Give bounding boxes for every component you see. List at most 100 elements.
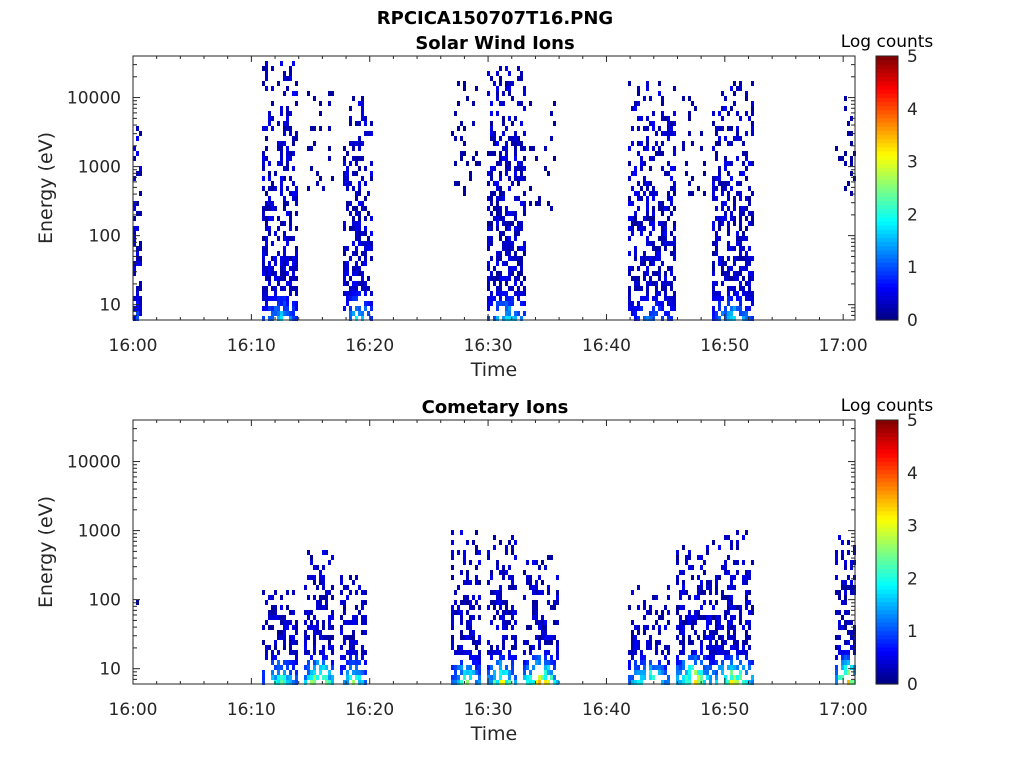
- heatmap-cell: [643, 161, 646, 166]
- heatmap-cell: [274, 256, 277, 261]
- heatmap-cell: [490, 196, 493, 201]
- heatmap-cell: [661, 306, 664, 311]
- heatmap-cell: [685, 555, 688, 560]
- heatmap-cell: [466, 620, 469, 625]
- heatmap-cell: [739, 620, 742, 625]
- heatmap-cell: [349, 635, 352, 640]
- heatmap-cell: [478, 550, 481, 555]
- panel-solar-wind-ions: Solar Wind Ions 16:00 16:10 16:20 16:30 16:4…: [35, 32, 933, 381]
- heatmap-cell: [712, 540, 715, 545]
- heatmap-cell: [664, 655, 667, 660]
- heatmap-cell: [679, 570, 682, 575]
- heatmap-cell: [523, 86, 526, 91]
- heatmap-cell: [454, 680, 457, 685]
- heatmap-cell: [739, 281, 742, 286]
- heatmap-cell: [529, 186, 532, 191]
- heatmap-cell: [700, 645, 703, 650]
- heatmap-cell: [721, 660, 724, 665]
- heatmap-cell: [646, 241, 649, 246]
- colorbar-segment: [876, 552, 898, 557]
- colorbar-segment: [876, 270, 898, 276]
- heatmap-cell: [466, 610, 469, 615]
- heatmap-cell: [265, 236, 268, 241]
- heatmap-cell: [547, 201, 550, 206]
- heatmap-cell: [139, 286, 142, 291]
- heatmap-cell: [343, 146, 346, 151]
- heatmap-cell: [838, 590, 841, 595]
- heatmap-cell: [280, 256, 283, 261]
- heatmap-cell: [316, 625, 319, 630]
- heatmap-cell: [487, 296, 490, 301]
- heatmap-cell: [493, 600, 496, 605]
- x-tick-label: 16:50: [700, 336, 749, 356]
- heatmap-cell: [265, 71, 268, 76]
- heatmap-cell: [307, 575, 310, 580]
- heatmap-cell: [550, 206, 553, 211]
- heatmap-cell: [850, 141, 853, 146]
- heatmap-cell: [712, 306, 715, 311]
- heatmap-cell: [319, 605, 322, 610]
- heatmap-cell: [469, 675, 472, 680]
- heatmap-cell: [670, 286, 673, 291]
- heatmap-cell: [295, 680, 298, 685]
- heatmap-cell: [139, 256, 142, 261]
- heatmap-cell: [514, 585, 517, 590]
- heatmap-cell: [844, 590, 847, 595]
- heatmap-cell: [346, 635, 349, 640]
- heatmap-cell: [283, 670, 286, 675]
- heatmap-cell: [496, 286, 499, 291]
- heatmap-cell: [679, 650, 682, 655]
- heatmap-cell: [640, 226, 643, 231]
- colorbar-segment: [876, 675, 898, 681]
- heatmap-cell: [688, 635, 691, 640]
- heatmap-cell: [499, 590, 502, 595]
- colorbar-segment: [876, 159, 898, 164]
- heatmap-cell: [847, 610, 850, 615]
- heatmap-cell: [271, 241, 274, 246]
- heatmap-cell: [346, 181, 349, 186]
- heatmap-cell: [307, 186, 310, 191]
- heatmap-cell: [691, 575, 694, 580]
- heatmap-cell: [271, 201, 274, 206]
- heatmap-cell: [505, 301, 508, 306]
- heatmap-cell: [727, 655, 730, 660]
- heatmap-cell: [655, 141, 658, 146]
- heatmap-cell: [490, 221, 493, 226]
- heatmap-cell: [460, 630, 463, 635]
- heatmap-cell: [331, 660, 334, 665]
- heatmap-cell: [694, 680, 697, 685]
- heatmap-cell: [493, 216, 496, 221]
- heatmap-cell: [721, 91, 724, 96]
- heatmap-cell: [460, 670, 463, 675]
- heatmap-cell: [286, 261, 289, 266]
- heatmap-cell: [520, 121, 523, 126]
- heatmap-cell: [316, 605, 319, 610]
- heatmap-cell: [739, 615, 742, 620]
- heatmap-cell: [628, 675, 631, 680]
- heatmap-cell: [280, 221, 283, 226]
- heatmap-cell: [268, 161, 271, 166]
- heatmap-cell: [697, 655, 700, 660]
- heatmap-cell: [136, 226, 139, 231]
- heatmap-cell: [646, 86, 649, 91]
- heatmap-cell: [139, 306, 142, 311]
- heatmap-cell: [460, 645, 463, 650]
- heatmap-cell: [502, 655, 505, 660]
- heatmap-cell: [631, 231, 634, 236]
- heatmap-cell: [751, 301, 754, 306]
- heatmap-cell: [466, 635, 469, 640]
- heatmap-cell: [541, 625, 544, 630]
- y-tick-label: 1000: [78, 522, 121, 542]
- heatmap-cell: [280, 271, 283, 276]
- heatmap-cell: [520, 316, 523, 321]
- heatmap-cell: [499, 231, 502, 236]
- colorbar-segment: [876, 514, 898, 520]
- heatmap-cell: [685, 171, 688, 176]
- heatmap-cell: [286, 281, 289, 286]
- heatmap-cell: [280, 680, 283, 685]
- heatmap-cell: [286, 121, 289, 126]
- heatmap-cell: [478, 675, 481, 680]
- heatmap-cell: [850, 665, 853, 670]
- heatmap-cell: [709, 650, 712, 655]
- heatmap-cell: [667, 266, 670, 271]
